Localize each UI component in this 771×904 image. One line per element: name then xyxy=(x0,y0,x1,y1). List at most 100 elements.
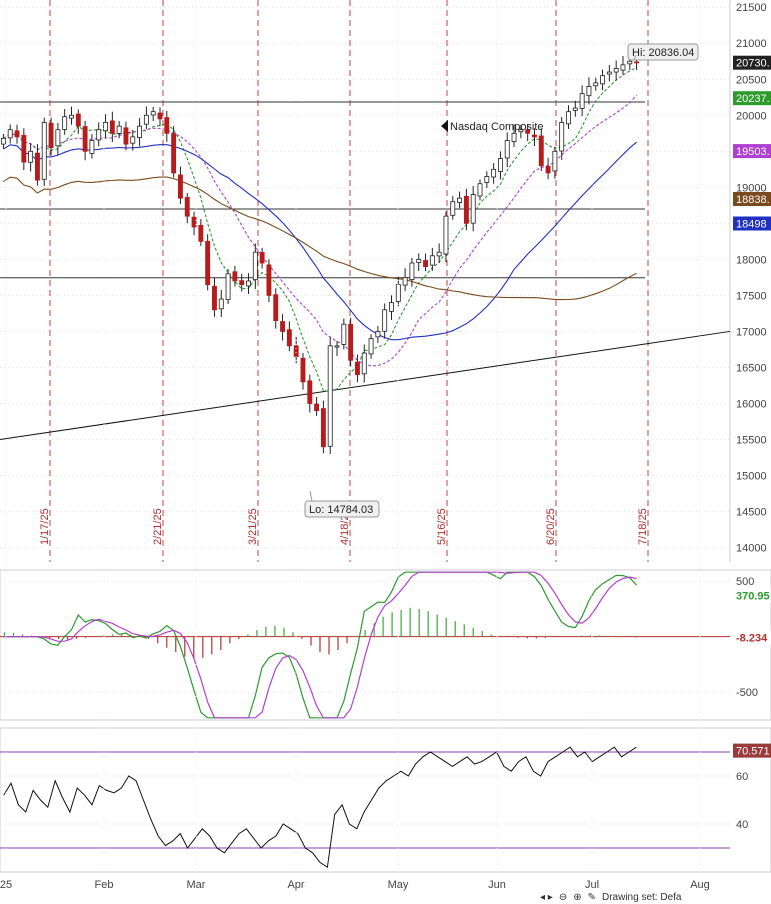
draw-icon[interactable]: ✎ xyxy=(587,892,596,903)
candle-body xyxy=(600,75,605,85)
candle-body xyxy=(21,134,27,163)
candle-body xyxy=(620,64,626,71)
rsi-tick-label: 40 xyxy=(736,819,748,831)
candle-body xyxy=(470,194,476,224)
candle-body xyxy=(69,114,74,119)
candle-body xyxy=(157,112,163,120)
price-badge xyxy=(733,216,771,231)
month-label: Jun xyxy=(488,879,506,891)
candle-body xyxy=(477,183,483,197)
candle-body xyxy=(307,380,313,404)
candle-body xyxy=(130,136,136,144)
candle-body xyxy=(225,273,231,301)
candle-body xyxy=(35,152,40,181)
scroll-left-icon[interactable]: ◂ ▸ xyxy=(540,892,553,903)
month-label: 25 xyxy=(0,879,12,891)
candle-body xyxy=(293,345,299,358)
candle-body xyxy=(518,129,524,133)
price-tick-label: 17000 xyxy=(736,326,767,338)
sma100-line xyxy=(3,141,637,341)
candle-body xyxy=(566,111,571,125)
candle-body xyxy=(355,361,360,376)
x-axis: 25 Feb Mar Apr May Jun Jul Aug xyxy=(0,0,710,891)
candle-body xyxy=(41,122,47,180)
zoom-in-icon[interactable]: ⊕ xyxy=(573,892,582,903)
price-badge-label: 18838. xyxy=(736,194,770,206)
candle-body xyxy=(198,224,204,242)
candle-body xyxy=(436,251,442,257)
candle-body xyxy=(232,271,238,282)
candle-body xyxy=(545,166,551,174)
low-callout: Lo: 14784.03 xyxy=(309,504,373,516)
event-date-label: 1/17/25 xyxy=(39,508,51,545)
candle-body xyxy=(184,197,190,217)
candle-body xyxy=(593,82,599,87)
candle-body xyxy=(627,60,633,65)
candle-body xyxy=(109,120,115,134)
candle-body xyxy=(409,262,415,280)
month-label: May xyxy=(388,879,409,891)
candle-body xyxy=(457,197,463,203)
macd-value-label: 370.95 xyxy=(736,590,770,602)
drawing-set-label[interactable]: Drawing set: Defa xyxy=(602,892,682,903)
candle-body xyxy=(55,129,61,147)
candle-body xyxy=(123,127,129,145)
candle-body xyxy=(443,215,449,255)
macd-tick-label: 500 xyxy=(736,576,754,588)
candle-body xyxy=(150,111,156,116)
chart-toolbar: ◂ ▸ ⊖ ⊕ ✎ Drawing set: Defa xyxy=(540,892,771,904)
candle-body xyxy=(246,280,251,287)
price-tick-label: 20000 xyxy=(736,110,767,122)
candle-body xyxy=(423,260,428,267)
candle-body xyxy=(191,216,197,228)
candle-body xyxy=(463,195,469,224)
candle-body xyxy=(280,321,285,332)
candle-body xyxy=(416,258,422,263)
candle-body xyxy=(429,255,435,266)
low-callout-box xyxy=(304,500,380,518)
price-tick-label: 16500 xyxy=(736,362,767,374)
trendline xyxy=(0,330,731,441)
sma200-line xyxy=(3,176,637,301)
candle-body xyxy=(606,71,612,75)
candle-body xyxy=(7,129,13,139)
price-tick-label: 16000 xyxy=(736,398,767,410)
high-callout-box xyxy=(627,43,699,61)
candle-body xyxy=(116,125,122,134)
candle-body xyxy=(579,93,585,109)
candle-body xyxy=(348,324,354,361)
rsi-panel: 60 40 70.571 xyxy=(0,727,771,873)
month-label: Feb xyxy=(95,879,114,891)
candle-body xyxy=(559,122,565,152)
candle-body xyxy=(552,150,558,172)
price-tick-label: 21500 xyxy=(736,2,767,14)
candle-body xyxy=(320,408,326,448)
candle-body xyxy=(491,168,497,178)
candle-body xyxy=(164,117,170,134)
month-label: Mar xyxy=(187,879,206,891)
price-badge-label: 18498 xyxy=(736,219,767,231)
candle-body xyxy=(273,294,279,322)
candle-body xyxy=(334,345,340,348)
candle-body xyxy=(177,174,183,199)
zoom-out-icon[interactable]: ⊖ xyxy=(558,892,568,903)
macd-panel: 500 -500 370.95 -8.234 xyxy=(0,569,771,721)
sma50-line xyxy=(3,94,638,367)
candle-body xyxy=(14,130,20,138)
macd-value-badge xyxy=(733,588,771,603)
candle-body xyxy=(382,309,388,332)
event-date-label: 7/18/25 xyxy=(637,508,649,545)
price-tick-label: 14500 xyxy=(736,507,767,519)
candle-body xyxy=(62,116,68,130)
price-tick-label: 21000 xyxy=(736,38,767,50)
sma20-line xyxy=(3,67,637,392)
candle-body xyxy=(0,137,6,145)
price-tick-label: 15500 xyxy=(736,435,767,447)
low-callout-pointer xyxy=(309,491,313,502)
price-badge-label: 20730. xyxy=(736,58,770,70)
candle-body xyxy=(171,133,177,174)
title-marker-icon xyxy=(441,120,448,132)
price-panel: 2150021000205002000019500190001850018000… xyxy=(0,0,771,562)
event-date-label: 6/20/25 xyxy=(545,508,557,545)
